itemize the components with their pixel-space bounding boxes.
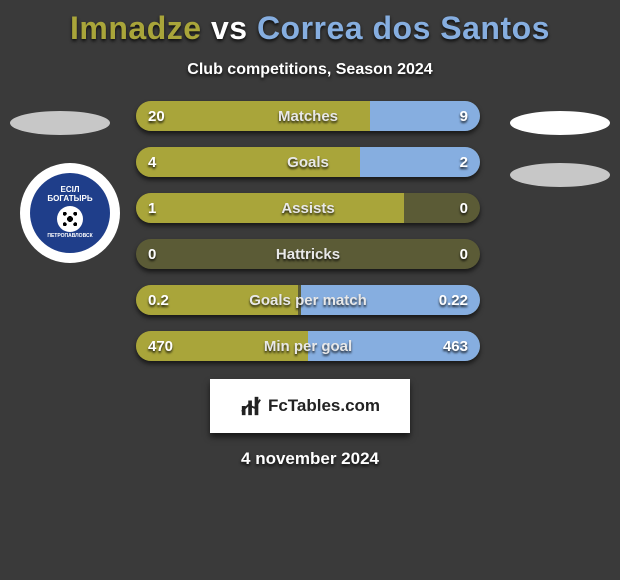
- stat-row: 10Assists: [136, 193, 480, 223]
- stat-value-right: 9: [460, 101, 468, 131]
- stat-value-right: 463: [443, 331, 468, 361]
- stat-value-right: 0: [460, 193, 468, 223]
- player1-placeholder-ellipse: [10, 111, 110, 135]
- branding-text: FcTables.com: [268, 396, 380, 416]
- stat-value-left: 20: [148, 101, 165, 131]
- player1-name: Imnadze: [70, 10, 202, 46]
- stat-row: 209Matches: [136, 101, 480, 131]
- stat-label: Hattricks: [136, 239, 480, 269]
- stat-value-left: 0: [148, 239, 156, 269]
- subtitle: Club competitions, Season 2024: [0, 61, 620, 79]
- stat-row: 42Goals: [136, 147, 480, 177]
- stat-value-right: 2: [460, 147, 468, 177]
- club-badge-inner: ЕСІЛ БОГАТЫРЬ ПЕТРОПАВЛОВСК: [30, 173, 110, 253]
- stat-value-left: 0.2: [148, 285, 169, 315]
- club-text-mid: БОГАТЫРЬ: [47, 195, 92, 204]
- stat-value-right: 0.22: [439, 285, 468, 315]
- stat-value-left: 4: [148, 147, 156, 177]
- stat-row: 0.20.22Goals per match: [136, 285, 480, 315]
- date-label: 4 november 2024: [0, 449, 620, 469]
- soccer-ball-icon: [57, 206, 83, 232]
- stat-value-right: 0: [460, 239, 468, 269]
- stat-fill-left: [136, 193, 404, 223]
- vs-word: vs: [211, 10, 248, 46]
- stat-bars: 209Matches42Goals10Assists00Hattricks0.2…: [136, 101, 480, 377]
- stat-value-left: 470: [148, 331, 173, 361]
- branding-banner: FcTables.com: [210, 379, 410, 433]
- player2-name: Correa dos Santos: [257, 10, 550, 46]
- club-text-bottom: ПЕТРОПАВЛОВСК: [47, 234, 92, 240]
- page-title: Imnadze vs Correa dos Santos: [0, 0, 620, 47]
- stat-value-left: 1: [148, 193, 156, 223]
- bar-chart-icon: [240, 395, 262, 417]
- stat-row: 470463Min per goal: [136, 331, 480, 361]
- player2-placeholder-ellipse: [510, 111, 610, 135]
- stat-fill-left: [136, 101, 370, 131]
- stat-fill-left: [136, 147, 360, 177]
- player2-club-placeholder-ellipse: [510, 163, 610, 187]
- player1-club-badge: ЕСІЛ БОГАТЫРЬ ПЕТРОПАВЛОВСК: [20, 163, 120, 263]
- stat-row: 0 0Hattricks: [136, 239, 480, 269]
